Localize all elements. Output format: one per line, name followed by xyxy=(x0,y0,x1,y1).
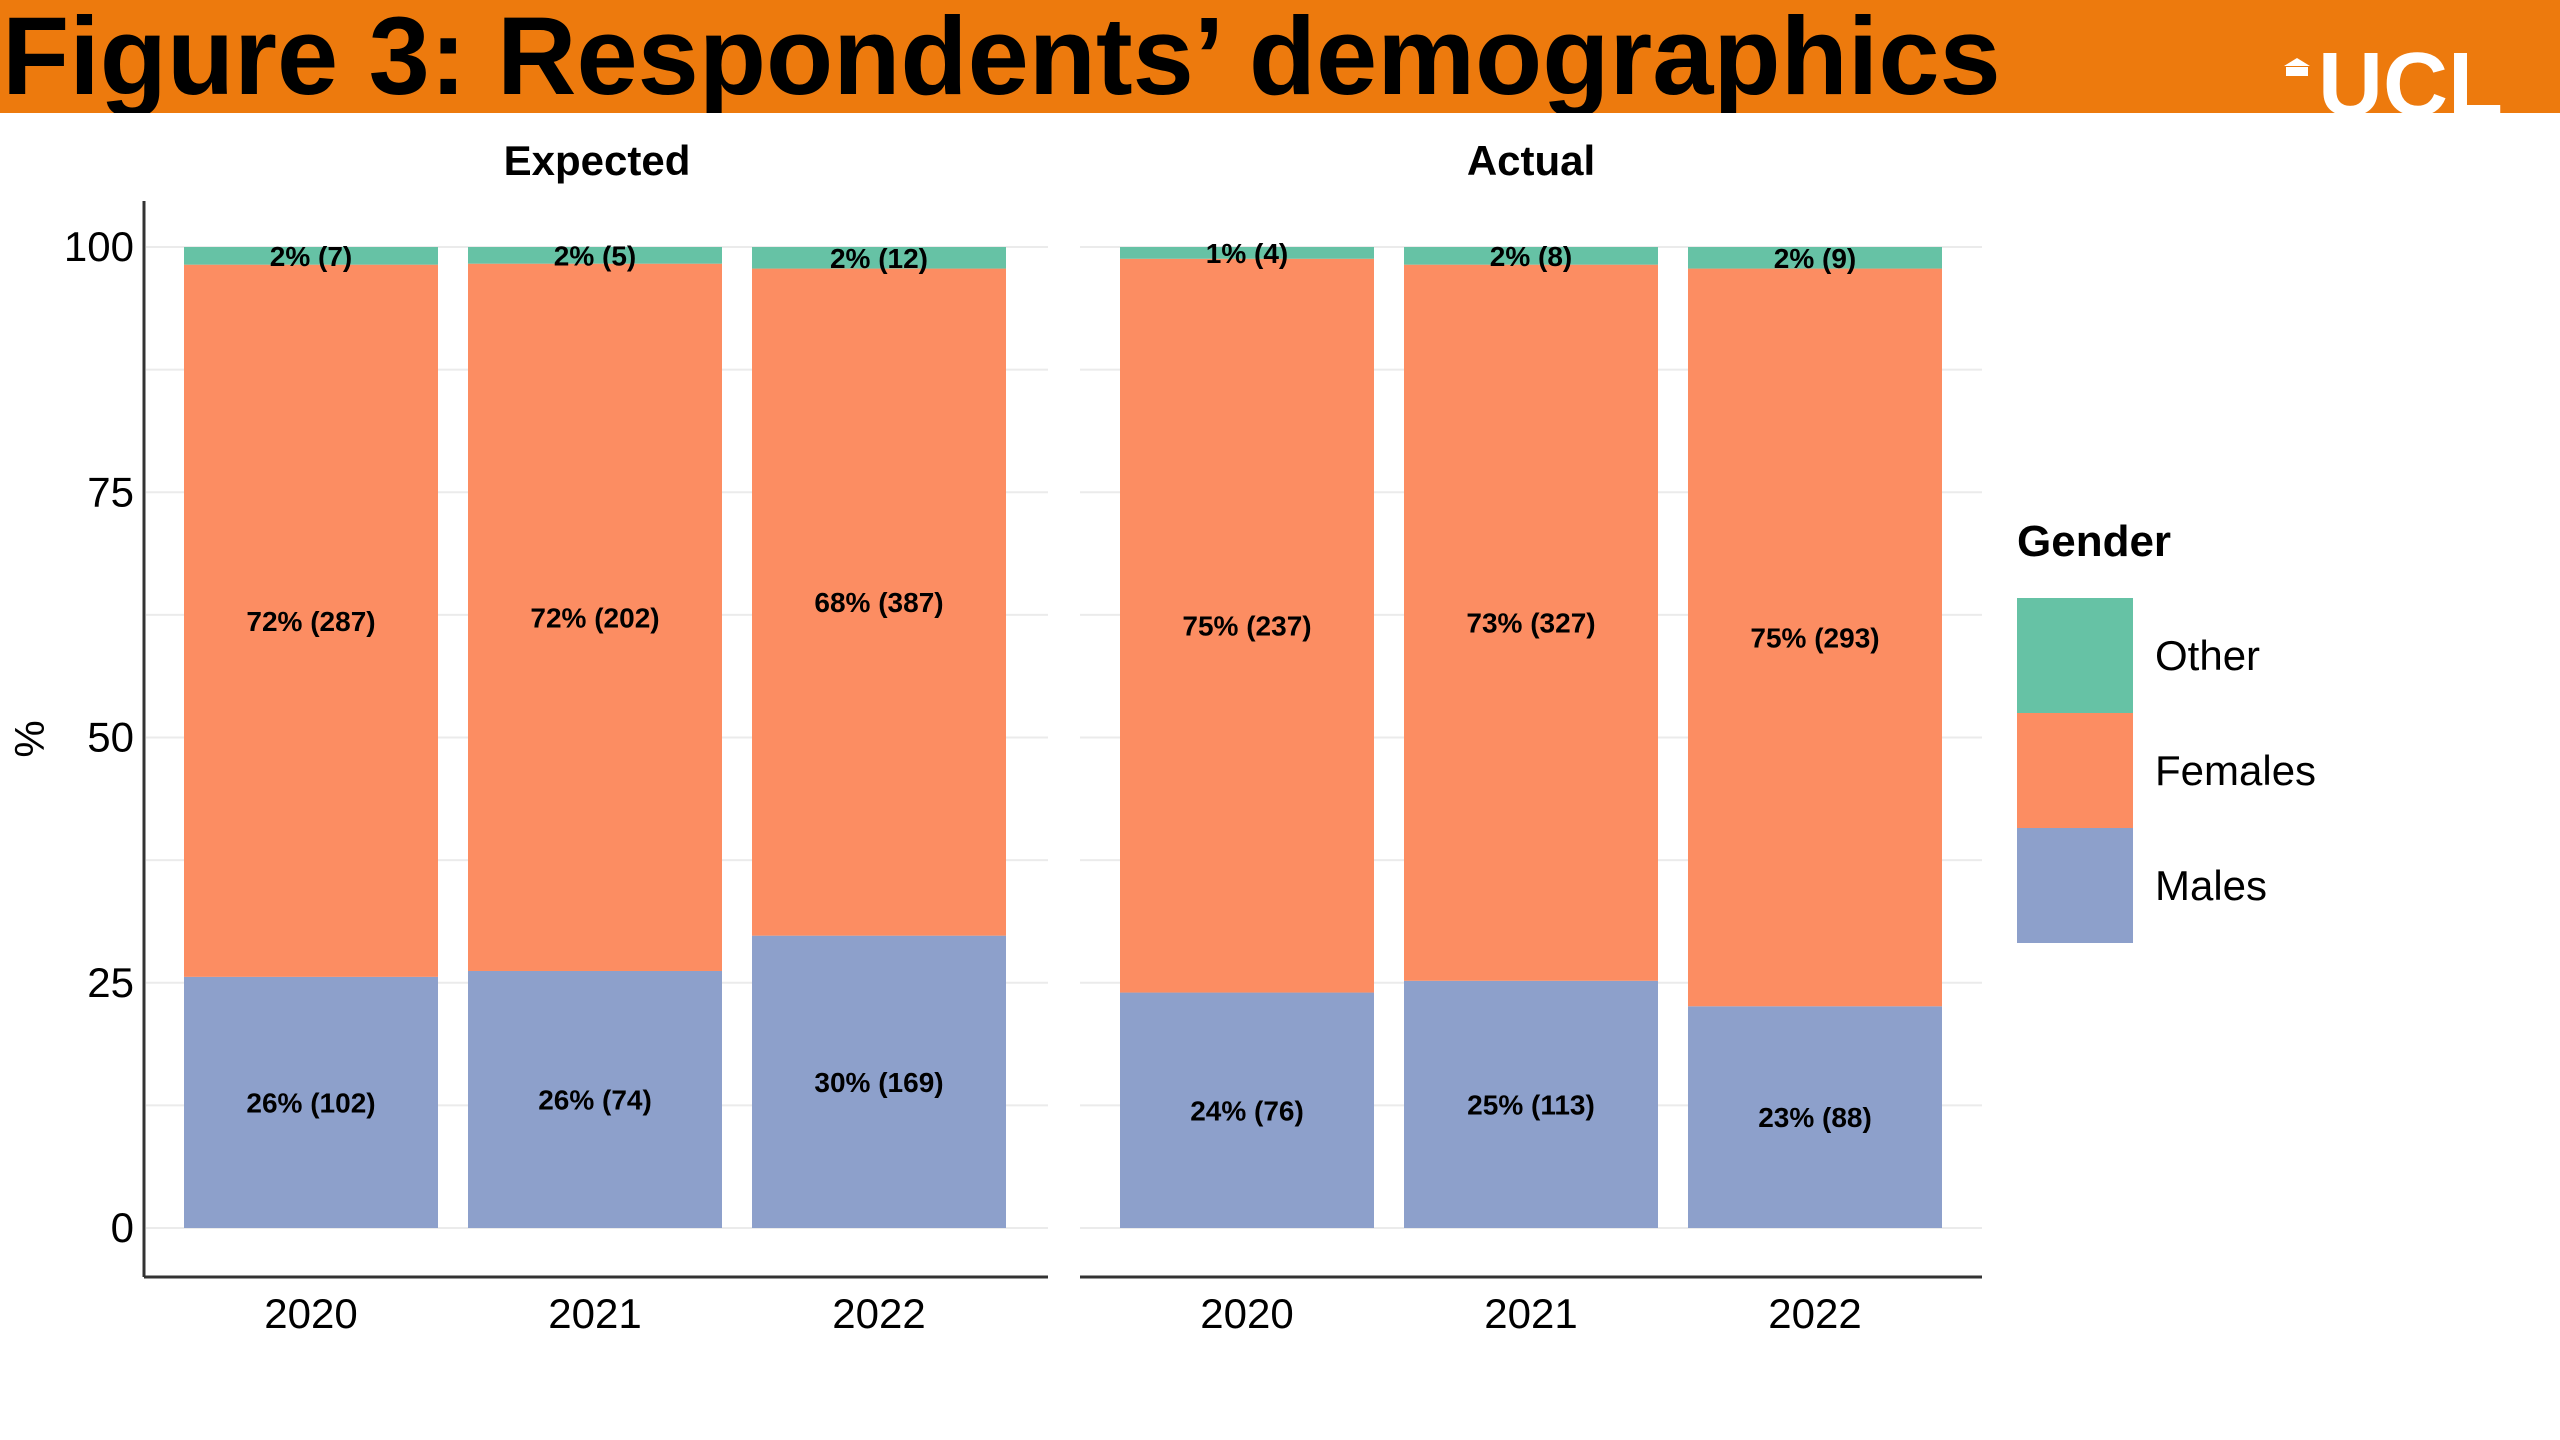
y-tick-label: 50 xyxy=(87,714,134,761)
bar-segment-other xyxy=(752,247,1006,269)
bar-segment-other xyxy=(184,247,438,265)
x-tick-label: 2022 xyxy=(1768,1290,1861,1337)
bar-segment-males xyxy=(752,935,1006,1228)
bar-segment-females xyxy=(752,268,1006,936)
bar-segment-males xyxy=(1120,992,1374,1228)
bar-segment-other xyxy=(1688,247,1942,269)
data-label: 26% (102) xyxy=(246,1087,375,1118)
data-label: 2% (12) xyxy=(830,243,928,274)
data-label: 75% (293) xyxy=(1750,622,1879,653)
panel-title: Expected xyxy=(504,137,691,184)
ucl-portico-icon xyxy=(2284,58,2310,76)
data-label: 75% (237) xyxy=(1182,611,1311,642)
page-title: Figure 3: Respondents’ demographics xyxy=(2,0,2001,113)
y-axis-label: % xyxy=(6,720,53,757)
logo-text: UCL xyxy=(2318,35,2503,113)
bar-segment-other xyxy=(1120,247,1374,259)
data-label: 2% (5) xyxy=(554,240,636,271)
bar-segment-other xyxy=(468,247,722,264)
data-label: 1% (4) xyxy=(1206,238,1288,269)
legend-key-females xyxy=(2017,713,2133,828)
bar-segment-males xyxy=(184,976,438,1228)
bar-segment-females xyxy=(1120,258,1374,993)
y-tick-label: 25 xyxy=(87,959,134,1006)
bar-segment-females xyxy=(468,263,722,971)
data-label: 2% (8) xyxy=(1490,241,1572,272)
title-bar: Figure 3: Respondents’ demographics UCL xyxy=(0,0,2560,113)
panel-title: Actual xyxy=(1467,137,1595,184)
data-label: 25% (113) xyxy=(1467,1089,1595,1120)
x-tick-label: 2022 xyxy=(832,1290,925,1337)
bar-segment-males xyxy=(1688,1006,1942,1228)
legend-key-other xyxy=(2017,598,2133,713)
data-label: 30% (169) xyxy=(814,1067,943,1098)
x-tick-label: 2021 xyxy=(1484,1290,1577,1337)
bar-segment-females xyxy=(184,264,438,977)
legend-label: Males xyxy=(2155,862,2267,909)
data-label: 2% (7) xyxy=(270,241,352,272)
legend-key-males xyxy=(2017,828,2133,943)
y-tick-label: 100 xyxy=(64,223,134,270)
bar-segment-females xyxy=(1688,268,1942,1007)
legend-label: Other xyxy=(2155,632,2260,679)
x-tick-label: 2020 xyxy=(264,1290,357,1337)
bar-segment-other xyxy=(1404,247,1658,265)
y-tick-label: 75 xyxy=(87,468,134,515)
chart: Expected 26% (102) 72% (287) 2% (7) 2020 26% … xyxy=(6,137,2316,1337)
bar-segment-males xyxy=(468,970,722,1228)
x-tick-label: 2020 xyxy=(1200,1290,1293,1337)
data-label: 26% (74) xyxy=(538,1084,652,1115)
legend-title: Gender xyxy=(2017,517,2171,566)
legend-label: Females xyxy=(2155,747,2316,794)
data-label: 23% (88) xyxy=(1758,1102,1872,1133)
data-label: 72% (202) xyxy=(530,602,659,633)
y-tick-label: 0 xyxy=(111,1204,134,1251)
data-label: 72% (287) xyxy=(246,606,375,637)
bar-segment-females xyxy=(1404,264,1658,981)
bar-segment-males xyxy=(1404,980,1658,1228)
x-tick-label: 2021 xyxy=(548,1290,641,1337)
data-label: 2% (9) xyxy=(1774,243,1856,274)
data-label: 73% (327) xyxy=(1466,608,1595,639)
data-label: 24% (76) xyxy=(1190,1095,1304,1126)
data-label: 68% (387) xyxy=(814,587,943,618)
